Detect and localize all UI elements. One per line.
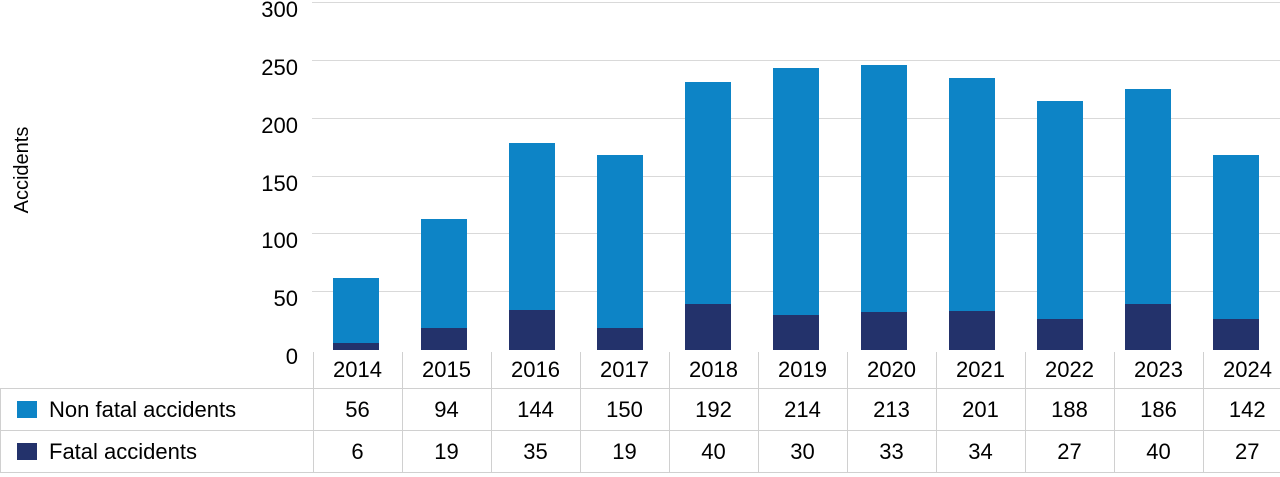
value-cell-2021: 34 [935, 430, 1026, 473]
bar-segment-fatal-2020 [861, 311, 907, 350]
value-cell-2016: 35 [490, 430, 581, 473]
gridline [312, 59, 1280, 61]
bar-segment-nonfatal-2018 [685, 81, 731, 304]
bar-segment-fatal-2019 [773, 315, 819, 350]
value-cell-2014: 6 [312, 430, 403, 473]
value-cell-2024: 27 [1202, 430, 1280, 473]
bar-segment-fatal-2015 [421, 328, 467, 350]
bar-segment-fatal-2022 [1037, 318, 1083, 350]
year-header-2016: 2016 [490, 352, 580, 389]
y-tick-label: 50 [273, 286, 298, 312]
value-cell-2019: 214 [757, 388, 848, 431]
bar-segment-fatal-2024 [1213, 318, 1259, 350]
year-header-2021: 2021 [935, 352, 1025, 389]
bar-segment-fatal-2016 [509, 309, 555, 350]
year-header-2019: 2019 [757, 352, 847, 389]
bar-segment-fatal-2023 [1125, 303, 1171, 350]
legend-label: Non fatal accidents [49, 396, 237, 422]
value-cell-2017: 19 [579, 430, 670, 473]
table-corner-cell [1, 352, 314, 389]
y-axis-ticks: 0 50 100 150 200 250 300 [0, 0, 298, 372]
bar-segment-nonfatal-2023 [1125, 88, 1171, 304]
year-header-2020: 2020 [846, 352, 936, 389]
series-row-fatal: Fatal accidents 6 19 35 19 40 30 33 34 27 40 27 [0, 430, 1280, 473]
y-tick-label: 250 [261, 54, 298, 80]
bar-segment-fatal-2017 [597, 328, 643, 350]
year-header-2018: 2018 [668, 352, 758, 389]
value-cell-2024: 142 [1202, 388, 1280, 431]
value-cell-2015: 19 [401, 430, 492, 473]
legend-cell: Fatal accidents [0, 430, 314, 473]
value-cell-2018: 40 [668, 430, 759, 473]
legend-entry: Fatal accidents [1, 438, 312, 465]
bar-segment-nonfatal-2019 [773, 67, 819, 316]
bar-segment-nonfatal-2015 [421, 219, 467, 329]
value-cell-2023: 186 [1113, 388, 1204, 431]
year-header-2014: 2014 [312, 352, 402, 389]
bar-segment-fatal-2021 [949, 310, 995, 350]
series-row-non-fatal: Non fatal accidents 56 94 144 150 192 214 213 20… [0, 388, 1280, 431]
legend-cell: Non fatal accidents [0, 388, 314, 431]
value-cell-2018: 192 [668, 388, 759, 431]
value-cell-2016: 144 [490, 388, 581, 431]
value-cell-2019: 30 [757, 430, 848, 473]
year-header-2017: 2017 [579, 352, 669, 389]
plot-area [312, 0, 1280, 350]
bar-segment-nonfatal-2014 [333, 278, 379, 344]
y-tick-label: 150 [261, 170, 298, 196]
bar-segment-nonfatal-2022 [1037, 101, 1083, 319]
year-header-2024: 2024 [1202, 352, 1280, 389]
y-tick-label: 100 [261, 228, 298, 254]
value-cell-2014: 56 [312, 388, 403, 431]
value-cell-2020: 33 [846, 430, 937, 473]
value-cell-2022: 27 [1024, 430, 1115, 473]
bar-segment-nonfatal-2016 [509, 142, 555, 310]
year-header-2023: 2023 [1113, 352, 1203, 389]
bar-segment-nonfatal-2017 [597, 154, 643, 329]
value-cell-2015: 94 [401, 388, 492, 431]
legend-entry: Non fatal accidents [1, 396, 312, 423]
year-header-2015: 2015 [401, 352, 491, 389]
gridline [312, 2, 1280, 3]
year-header-2022: 2022 [1024, 352, 1114, 389]
bar-segment-fatal-2018 [685, 303, 731, 350]
y-tick-label: 300 [261, 0, 298, 22]
bar-segment-fatal-2014 [333, 343, 379, 350]
value-cell-2021: 201 [935, 388, 1026, 431]
value-cell-2023: 40 [1113, 430, 1204, 473]
y-tick-label: 0 [285, 344, 298, 369]
data-table: 2014 2015 2016 2017 2018 2019 2020 2021 2022 2023… [0, 352, 1280, 473]
bar-segment-nonfatal-2024 [1213, 154, 1259, 319]
value-cell-2020: 213 [846, 388, 937, 431]
legend-label: Fatal accidents [49, 438, 197, 464]
value-cell-2017: 150 [579, 388, 670, 431]
legend-swatch [17, 401, 37, 418]
legend-swatch [17, 443, 37, 460]
x-axis-labels-row: 2014 2015 2016 2017 2018 2019 2020 2021 2022 2023… [1, 352, 1280, 389]
value-cell-2022: 188 [1024, 388, 1115, 431]
y-tick-label: 200 [261, 112, 298, 138]
bar-segment-nonfatal-2020 [861, 65, 907, 312]
bar-segment-nonfatal-2021 [949, 78, 995, 311]
